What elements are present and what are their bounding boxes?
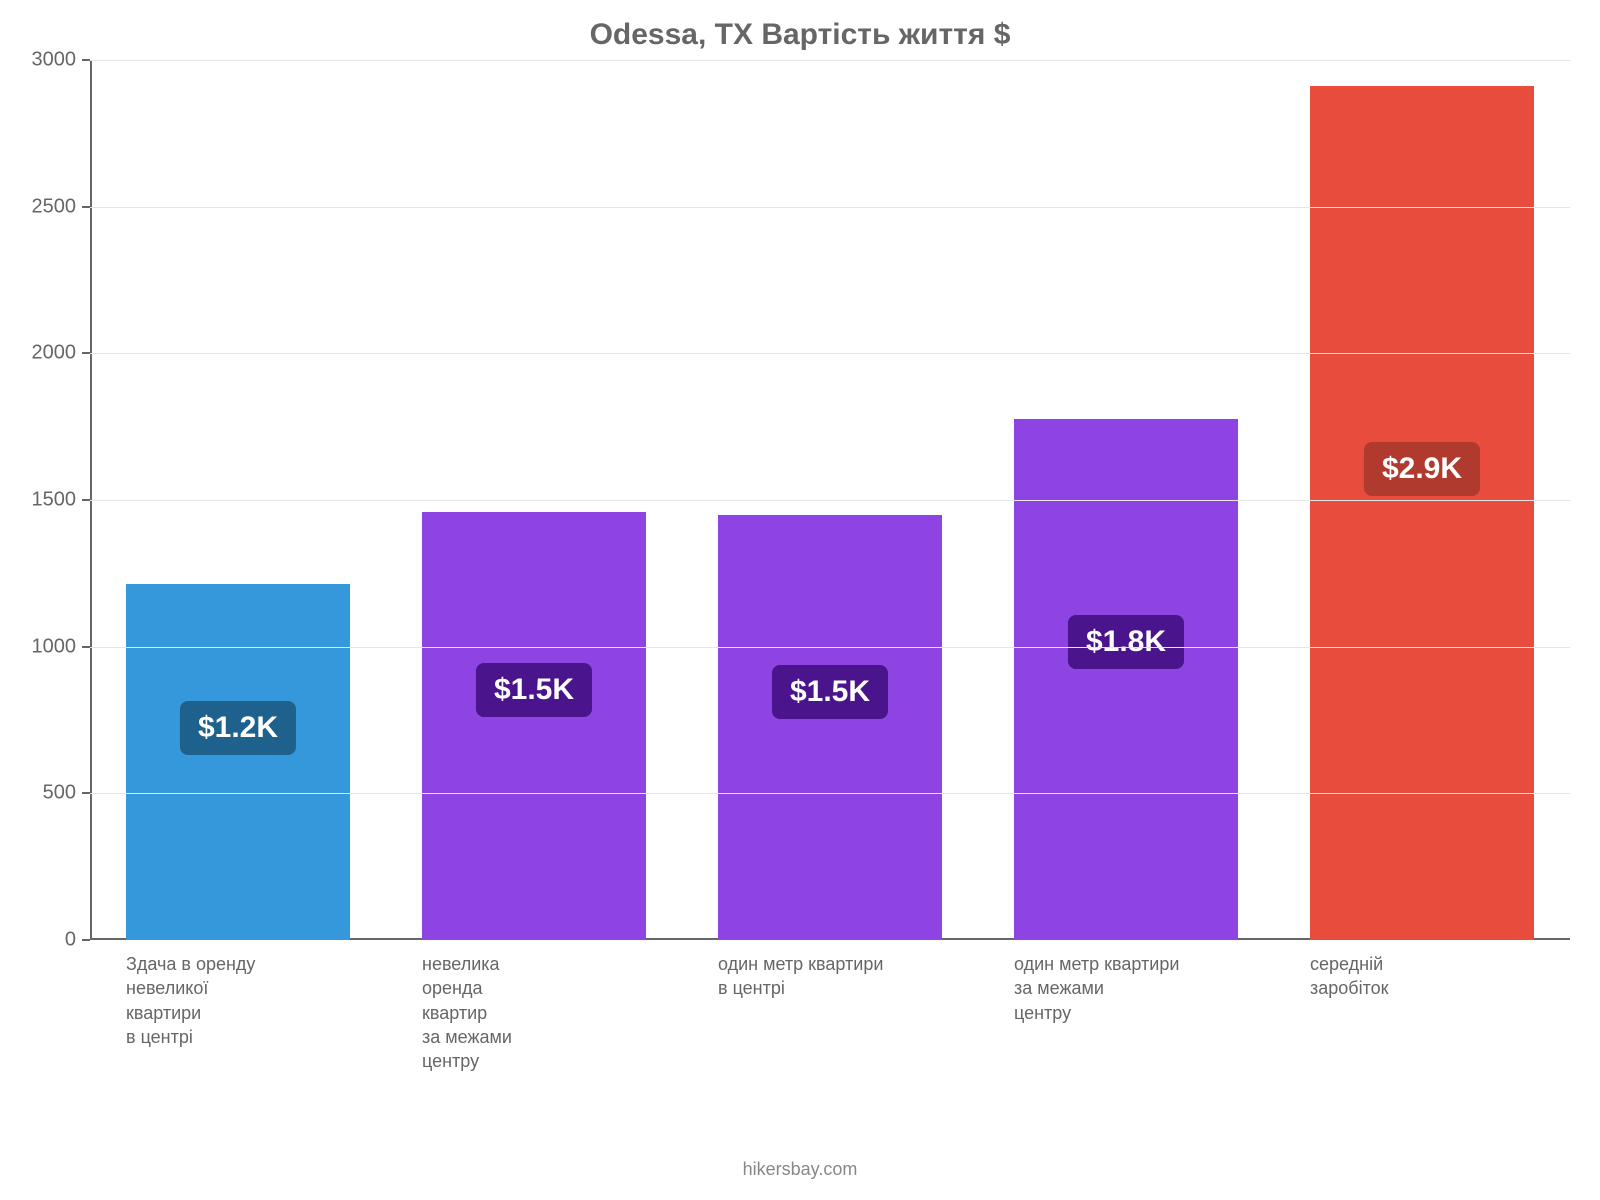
value-badge: $1.5K [772,665,888,719]
bar [422,512,647,940]
y-tick-label: 3000 [32,49,77,72]
y-tick-label: 2000 [32,342,77,365]
grid-line [90,793,1570,794]
y-tick-label: 1500 [32,489,77,512]
grid-line [90,500,1570,501]
x-label-text: невеликаорендаквартирза межамицентру [386,952,682,1073]
x-label-text: середнійзаробіток [1274,952,1570,1001]
grid-line [90,353,1570,354]
x-label-text: один метр квартирив центрі [682,952,978,1001]
bar [126,584,351,940]
grid-line [90,647,1570,648]
y-tick-mark [82,352,90,354]
bar [1014,419,1239,940]
value-badge: $2.9K [1364,442,1480,496]
y-tick-label: 1000 [32,635,77,658]
chart-footer: hikersbay.com [0,1159,1600,1180]
value-badge: $1.5K [476,663,592,717]
x-label-text: один метр квартириза межамицентру [978,952,1274,1025]
x-label: один метр квартириза межамицентру [978,952,1274,1025]
plot-area: $1.2K$1.5K$1.5K$1.8K$2.9K 05001000150020… [90,60,1570,940]
y-tick-mark [82,206,90,208]
x-label: Здача в орендуневеликоїквартирив центрі [90,952,386,1049]
chart-title: Odessa, TX Вартість життя $ [0,18,1600,52]
y-tick-mark [82,646,90,648]
y-tick-mark [82,59,90,61]
x-label: один метр квартирив центрі [682,952,978,1001]
y-tick-label: 2500 [32,195,77,218]
cost-of-living-chart: Odessa, TX Вартість життя $ $1.2K $1.5K $1… [0,0,1600,1200]
y-tick-mark [82,499,90,501]
y-tick-label: 500 [43,782,76,805]
x-label: невеликаорендаквартирза межамицентру [386,952,682,1073]
bar [1310,86,1535,940]
value-badge: $1.8K [1068,615,1184,669]
y-tick-mark [82,939,90,941]
grid-line [90,60,1570,61]
y-tick-mark [82,792,90,794]
grid-line [90,207,1570,208]
bar [718,515,943,940]
value-badge: $1.2K [180,701,296,755]
y-tick-label: 0 [65,929,76,952]
x-label-text: Здача в орендуневеликоїквартирив центрі [90,952,386,1049]
x-label: середнійзаробіток [1274,952,1570,1001]
